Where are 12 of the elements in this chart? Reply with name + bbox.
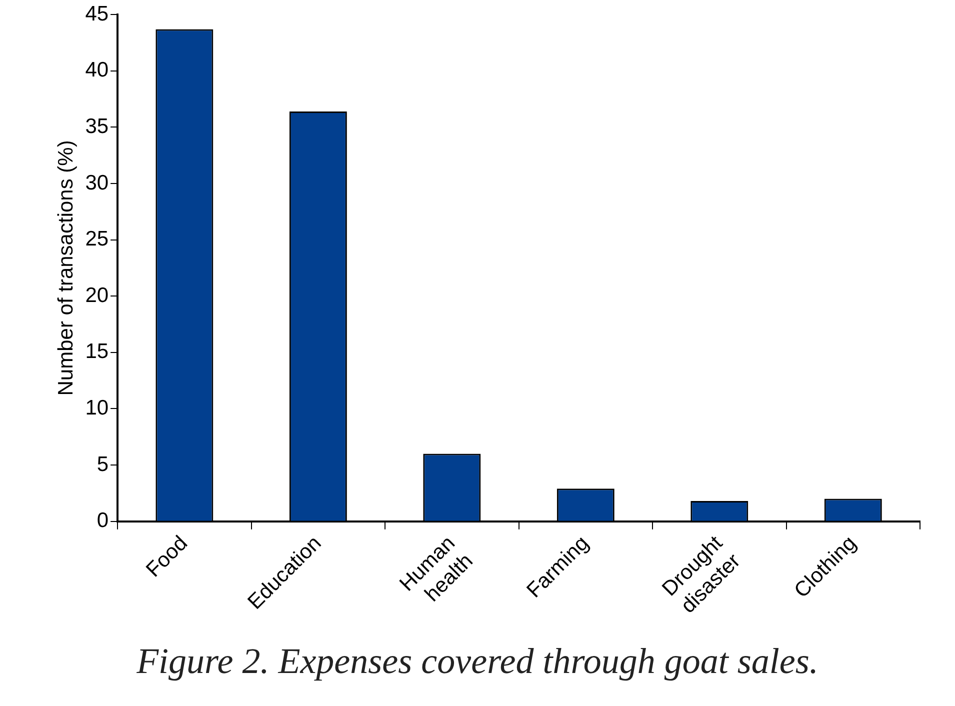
y-tick-label: 0 [96,509,109,532]
y-tick-label: 30 [85,171,109,194]
y-tick-label: 40 [85,58,109,82]
y-tick-label: 35 [85,115,109,138]
y-tick-label: 15 [85,340,109,364]
y-tick-label: 10 [85,396,109,420]
y-tick-label: 45 [85,2,109,26]
y-axis-title: Number of transactions (%) [54,140,78,396]
y-tick-label: 25 [85,228,109,251]
y-tick-label: 5 [96,452,109,476]
text: Figure 2. Expenses covered through goat sales. [136,640,820,682]
y-tick-label: 20 [85,284,109,307]
